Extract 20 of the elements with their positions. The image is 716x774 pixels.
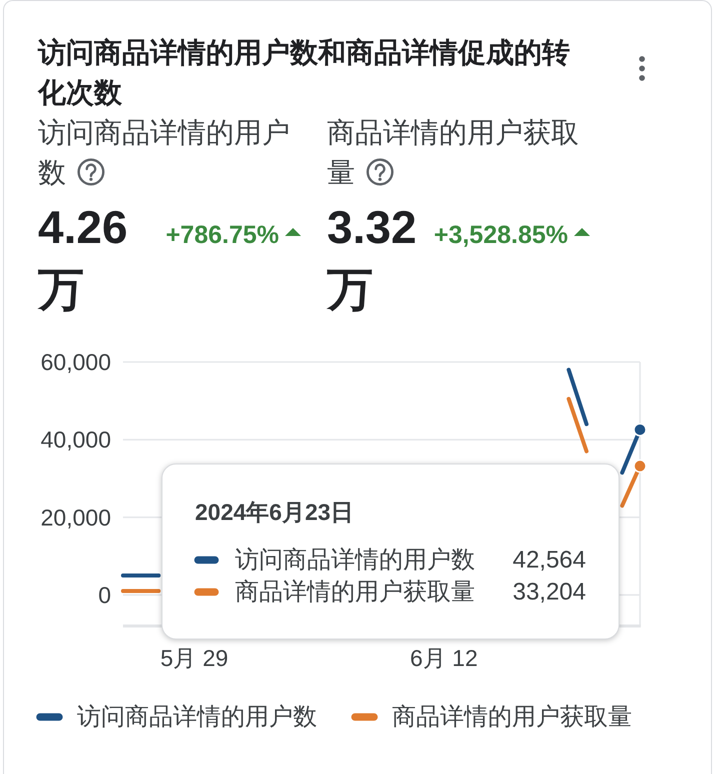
legend-label: 商品详情的用户获取量: [392, 704, 632, 730]
text: +3,528.85%: [434, 221, 569, 250]
y-tick-label: 0: [98, 582, 111, 608]
text: +786.75%: [166, 221, 280, 250]
y-tick-label: 20,000: [40, 504, 111, 530]
text: 商品详情的用户获取量: [327, 117, 579, 188]
y-tick-label: 40,000: [40, 426, 111, 453]
text: 访问商品详情的用户数: [38, 117, 290, 188]
text: 3.32万: [327, 200, 418, 317]
x-tick-label: 6月 12: [410, 645, 478, 671]
annotation: 2024年6月23日: [195, 499, 354, 525]
legend-label: 商品详情的用户获取量: [235, 578, 475, 606]
text: 4.26万: [38, 200, 129, 317]
y-tick-label: 60,000: [40, 349, 111, 375]
legend-label: 访问商品详情的用户数: [77, 704, 317, 730]
annotation: 33,204: [512, 578, 586, 606]
chart-title: 访问商品详情的用户数和商品详情促成的转化次数: [38, 36, 571, 110]
annotation: 42,564: [512, 546, 586, 574]
legend-label: 访问商品详情的用户数: [235, 546, 475, 574]
x-tick-label: 5月 29: [160, 645, 228, 671]
